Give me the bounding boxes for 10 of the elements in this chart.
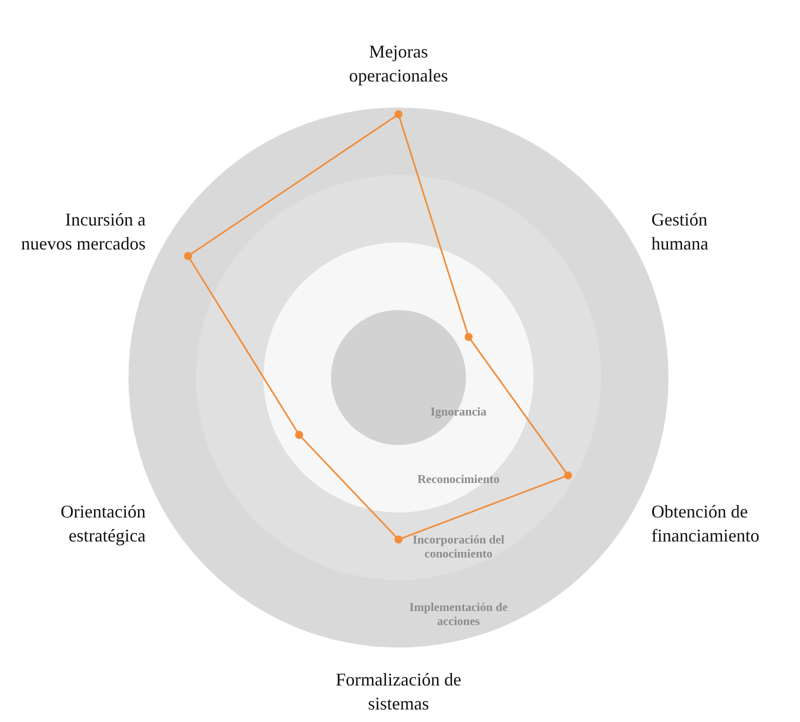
spoke-label: Incursión a nuevos mercados <box>21 210 146 254</box>
y-tick-label: Incorporación del conocimiento <box>412 532 505 560</box>
y-tick-label: Ignorancia <box>430 404 487 418</box>
y-tick-label: Implementación de acciones <box>409 600 508 628</box>
spoke-label: Obtención de financiamiento <box>651 502 760 546</box>
spoke-label: Formalización de sistemas <box>336 670 462 714</box>
y-tick-label: Reconocimiento <box>418 472 500 486</box>
spoke-label: Gestión humana <box>651 210 708 254</box>
spoke-label: Orientación estratégica <box>60 502 146 546</box>
spoke-label: Mejoras operacionales <box>349 42 448 86</box>
